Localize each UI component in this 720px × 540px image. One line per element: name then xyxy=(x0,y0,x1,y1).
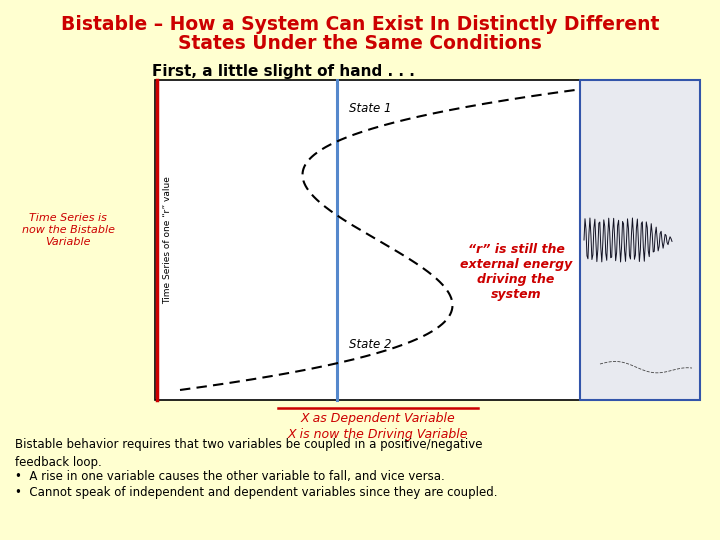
Text: •  Cannot speak of independent and dependent variables since they are coupled.: • Cannot speak of independent and depend… xyxy=(15,486,498,499)
Text: States Under the Same Conditions: States Under the Same Conditions xyxy=(178,34,542,53)
Text: X as Dependent Variable: X as Dependent Variable xyxy=(300,412,455,425)
Text: X is now the Driving Variable: X is now the Driving Variable xyxy=(287,428,468,441)
Text: First, a little slight of hand . . .: First, a little slight of hand . . . xyxy=(152,64,415,79)
Text: “r” is still the
external energy
driving the
system: “r” is still the external energy driving… xyxy=(460,243,572,301)
Text: State 2: State 2 xyxy=(349,338,392,351)
Text: Time Series of one “r” value: Time Series of one “r” value xyxy=(163,176,173,304)
Text: Bistable – How a System Can Exist In Distinctly Different: Bistable – How a System Can Exist In Dis… xyxy=(60,15,660,34)
Text: now the Bistable: now the Bistable xyxy=(22,225,114,235)
Text: •  A rise in one variable causes the other variable to fall, and vice versa.: • A rise in one variable causes the othe… xyxy=(15,470,445,483)
Text: Time Series is: Time Series is xyxy=(29,213,107,223)
Text: Variable: Variable xyxy=(45,237,91,247)
Bar xyxy=(580,80,700,400)
Text: Bistable behavior requires that two variables be coupled in a positive/negative
: Bistable behavior requires that two vari… xyxy=(15,438,482,469)
Bar xyxy=(155,80,580,400)
Text: State 1: State 1 xyxy=(349,102,392,115)
